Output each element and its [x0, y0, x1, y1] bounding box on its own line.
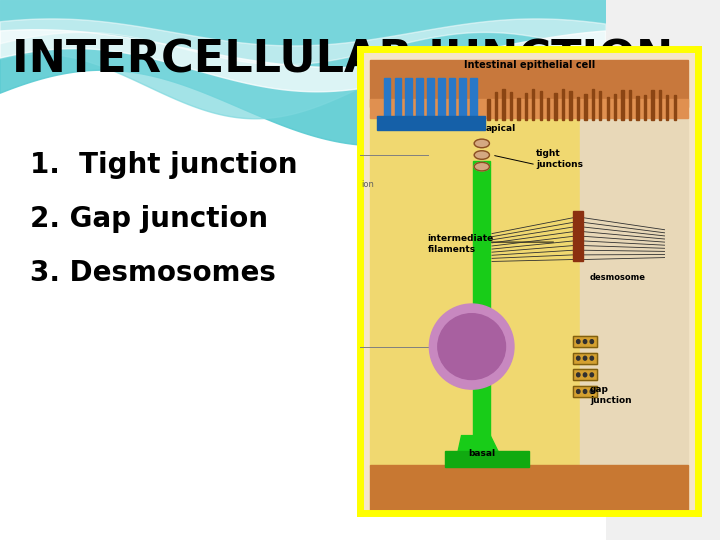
Bar — [459, 78, 467, 120]
Text: ion: ion — [361, 179, 374, 188]
FancyArrow shape — [554, 93, 557, 120]
FancyArrow shape — [666, 96, 668, 120]
Circle shape — [577, 373, 580, 377]
Circle shape — [583, 340, 587, 343]
Bar — [370, 464, 688, 513]
FancyArrow shape — [487, 99, 490, 120]
Circle shape — [577, 389, 580, 394]
FancyArrow shape — [517, 98, 520, 120]
Ellipse shape — [474, 139, 490, 147]
Bar — [573, 386, 597, 397]
FancyArrow shape — [547, 98, 549, 120]
Bar — [573, 336, 597, 347]
Circle shape — [583, 389, 587, 394]
FancyArrow shape — [539, 91, 542, 120]
Bar — [438, 78, 445, 120]
FancyArrow shape — [510, 92, 512, 120]
Bar — [473, 161, 490, 436]
FancyArrow shape — [525, 93, 527, 120]
Text: 2. Gap junction: 2. Gap junction — [30, 205, 269, 233]
Text: apical: apical — [485, 124, 516, 133]
Polygon shape — [0, 0, 606, 119]
FancyArrow shape — [606, 97, 609, 120]
FancyArrow shape — [503, 89, 505, 120]
Bar — [370, 114, 580, 467]
Bar — [573, 386, 597, 397]
Circle shape — [590, 340, 593, 343]
Text: 1.  Tight junction: 1. Tight junction — [30, 151, 298, 179]
FancyArrow shape — [577, 97, 579, 120]
Polygon shape — [0, 30, 606, 92]
FancyArrow shape — [599, 91, 601, 120]
Ellipse shape — [438, 314, 505, 380]
Bar — [449, 78, 456, 120]
FancyArrow shape — [570, 91, 572, 120]
Bar — [427, 78, 433, 120]
FancyArrow shape — [659, 90, 661, 120]
Text: basal: basal — [468, 449, 495, 457]
Bar — [370, 99, 688, 118]
Ellipse shape — [429, 304, 514, 389]
Text: gap
junction: gap junction — [590, 386, 631, 404]
FancyArrow shape — [629, 90, 631, 120]
Polygon shape — [0, 19, 606, 65]
Bar — [416, 78, 423, 120]
FancyArrow shape — [532, 89, 534, 120]
Bar — [580, 114, 688, 467]
Circle shape — [583, 373, 587, 377]
FancyArrow shape — [651, 90, 654, 120]
Text: 3. Desmosomes: 3. Desmosomes — [30, 259, 276, 287]
Circle shape — [583, 356, 587, 360]
FancyArrow shape — [562, 89, 564, 120]
Polygon shape — [0, 0, 606, 146]
Circle shape — [577, 340, 580, 343]
Bar — [573, 369, 597, 380]
Circle shape — [590, 373, 593, 377]
FancyArrow shape — [495, 92, 498, 120]
Bar — [573, 336, 597, 347]
Text: INTERCELLULAR JUNCTION: INTERCELLULAR JUNCTION — [12, 38, 673, 81]
Bar — [470, 78, 477, 120]
FancyArrow shape — [644, 94, 646, 120]
Bar — [384, 78, 390, 120]
Bar — [445, 451, 529, 467]
FancyArrow shape — [673, 95, 676, 120]
Text: tight
junctions: tight junctions — [536, 149, 583, 168]
Bar — [573, 353, 597, 363]
Bar — [405, 78, 412, 120]
Text: Intestinal epithelial cell: Intestinal epithelial cell — [464, 60, 595, 70]
Ellipse shape — [474, 151, 490, 159]
Circle shape — [590, 389, 593, 394]
FancyArrow shape — [636, 96, 639, 120]
Bar — [573, 211, 583, 261]
Bar — [573, 369, 597, 380]
Bar — [573, 353, 597, 363]
FancyArrow shape — [621, 90, 624, 120]
FancyArrow shape — [592, 90, 594, 120]
Circle shape — [590, 356, 593, 360]
Circle shape — [577, 356, 580, 360]
Polygon shape — [455, 436, 505, 467]
Bar — [395, 78, 401, 120]
Bar — [377, 116, 485, 130]
Text: desmosome: desmosome — [590, 273, 646, 282]
Bar — [370, 60, 688, 106]
Ellipse shape — [474, 163, 490, 171]
FancyArrow shape — [584, 93, 587, 120]
FancyArrow shape — [614, 94, 616, 120]
Text: intermediate
filaments: intermediate filaments — [428, 234, 494, 254]
